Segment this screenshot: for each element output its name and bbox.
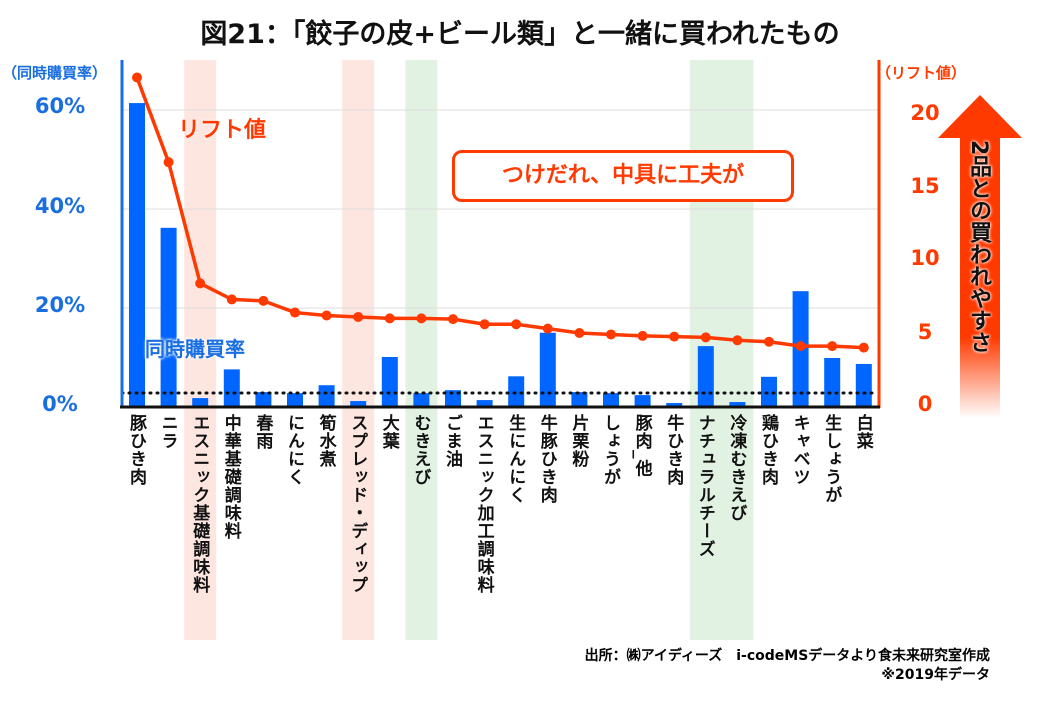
- category-label: エスニック加工調味料: [473, 414, 494, 594]
- bar: [381, 357, 398, 407]
- lift-point: [637, 330, 648, 341]
- lift-point: [163, 157, 174, 168]
- category-label: 片栗粉: [568, 414, 589, 468]
- bar: [445, 390, 461, 407]
- lift-series-label: リフト値: [178, 118, 267, 143]
- right-tick: 10: [910, 246, 940, 270]
- category-label: スプレッド・ディップ: [347, 414, 368, 594]
- bar: [666, 403, 683, 407]
- highlight-band-green: [721, 60, 754, 640]
- bar: [729, 402, 746, 407]
- bar: [603, 393, 619, 407]
- bar: [413, 393, 430, 407]
- source-note: 出所：㈱アイディーズ i-codeMSデータより食未来研究室作成: [584, 648, 990, 664]
- arrow-label: 2品との買われやすさ: [966, 140, 991, 354]
- lift-point: [448, 314, 458, 325]
- bar: [160, 227, 177, 407]
- bar: [539, 332, 556, 407]
- lift-point: [827, 341, 838, 352]
- category-label: 生しょうが: [821, 414, 842, 504]
- lift-point: [669, 331, 680, 342]
- category-label: ナチュラルチーズ: [694, 414, 715, 558]
- lift-point: [764, 336, 774, 347]
- bar: [855, 363, 872, 407]
- bar: [255, 392, 272, 407]
- left-axis-label: （同時購買率）: [2, 64, 108, 82]
- left-tick: 40%: [34, 194, 86, 218]
- category-label: 筍水煮: [315, 414, 336, 468]
- category-label: 春雨: [252, 414, 273, 450]
- lift-point: [795, 341, 806, 352]
- category-label: 大葉: [378, 414, 399, 450]
- category-label: 鶏ひき肉: [758, 414, 778, 486]
- category-label: 豚ひき肉: [126, 414, 146, 486]
- lift-point: [732, 335, 743, 346]
- chart-title: 図21：「餃子の皮+ビール類」と一緒に買われたもの: [200, 19, 840, 50]
- category-label: ニラ: [157, 414, 178, 450]
- up-arrow-icon: [938, 95, 1022, 418]
- left-tick: 60%: [34, 94, 86, 118]
- category-label: ごま油: [442, 414, 462, 468]
- left-tick: 20%: [34, 293, 86, 317]
- left-tick: 0%: [42, 392, 78, 416]
- lift-point: [290, 307, 300, 318]
- category-label: キャベツ: [789, 414, 810, 486]
- category-label: 冷凍むきえび: [726, 414, 747, 522]
- lift-line: [135, 76, 864, 350]
- right-tick: 15: [910, 174, 940, 198]
- bar: [476, 400, 493, 407]
- lift-point: [858, 342, 869, 353]
- right-axis-label: （リフト値）: [876, 64, 967, 82]
- bar: [634, 395, 651, 407]
- bar: [223, 369, 240, 407]
- highlight-band-pink: [342, 60, 375, 640]
- bar: [824, 357, 841, 407]
- bar: [287, 393, 303, 407]
- category-label: 牛豚ひき肉: [536, 414, 557, 504]
- category-label: むきえび: [410, 414, 431, 486]
- category-label: 豚肉_他: [631, 414, 652, 478]
- category-label: しょうが: [600, 414, 620, 486]
- bar: [697, 346, 714, 407]
- highlight-band-green: [405, 60, 438, 640]
- bar: [350, 401, 367, 407]
- year-note: ※2019年データ: [881, 667, 990, 683]
- lift-point: [132, 72, 142, 83]
- lift-point: [353, 311, 364, 322]
- lift-point: [195, 278, 206, 289]
- right-tick: 5: [917, 320, 933, 344]
- lift-point: [226, 294, 237, 305]
- lift-point: [384, 313, 395, 324]
- category-label: にんにく: [284, 414, 304, 486]
- lift-point: [700, 332, 711, 343]
- lift-point: [321, 310, 332, 321]
- rate-series-label: 同時購買率: [145, 337, 245, 361]
- category-label: 白菜: [852, 414, 873, 450]
- category-label: 中華基礎調味料: [220, 414, 241, 540]
- bar: [761, 376, 777, 407]
- bar: [571, 392, 588, 407]
- highlight-band-pink: [184, 60, 217, 640]
- right-tick: 20: [910, 101, 940, 125]
- bar: [318, 385, 335, 407]
- bar: [192, 398, 209, 407]
- category-label: 牛ひき肉: [663, 414, 684, 486]
- category-label: 生にんにく: [505, 414, 526, 504]
- lift-point: [479, 319, 490, 330]
- right-tick: 0: [917, 392, 933, 416]
- lift-point: [258, 295, 269, 306]
- lift-point: [606, 329, 616, 340]
- lift-point: [511, 319, 522, 330]
- callout-box: つけだれ、中具に工夫が: [452, 150, 794, 202]
- lift-point: [416, 313, 427, 324]
- category-label: エスニック基礎調味料: [189, 414, 210, 594]
- lift-point: [574, 328, 585, 338]
- bar: [129, 103, 145, 407]
- bar: [508, 376, 525, 407]
- lift-point: [542, 323, 553, 334]
